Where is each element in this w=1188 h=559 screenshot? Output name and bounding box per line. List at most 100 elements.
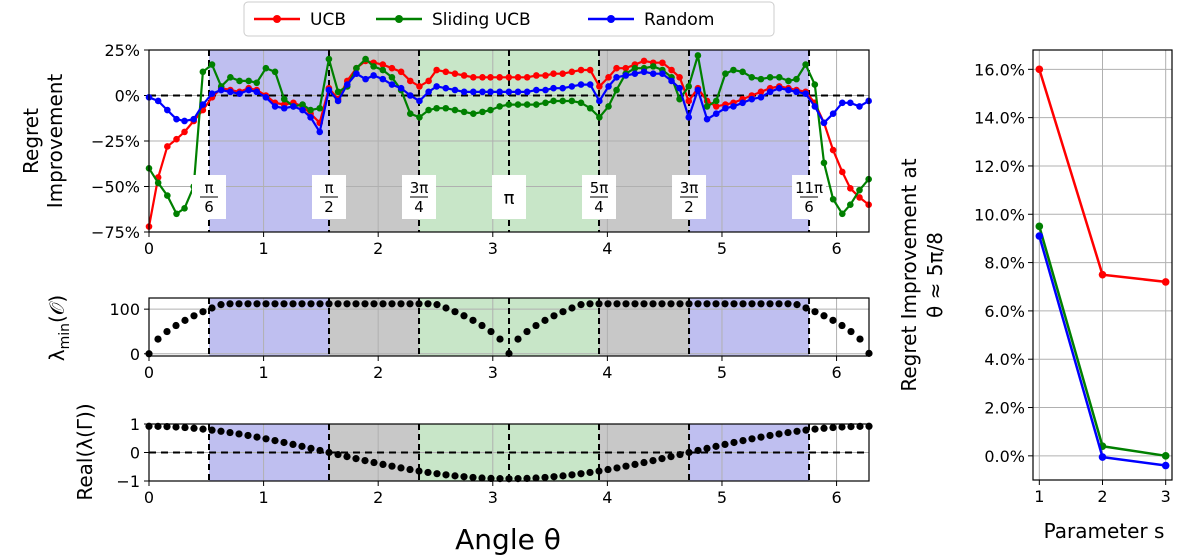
data-point	[721, 440, 729, 449]
data-point	[163, 423, 171, 431]
legend-marker-sliding-ucb	[395, 15, 403, 23]
data-point	[280, 104, 288, 112]
data-point	[784, 300, 792, 308]
data-point	[370, 300, 378, 308]
data-point	[703, 444, 711, 453]
data-point	[253, 79, 261, 87]
data-point	[784, 428, 792, 437]
data-point	[532, 321, 540, 330]
data-point	[631, 64, 639, 72]
data-point	[523, 88, 531, 96]
data-point	[227, 74, 234, 81]
data-point	[298, 300, 306, 308]
data-point	[470, 110, 477, 117]
data-point	[721, 300, 729, 308]
legend-item-ucb: UCB	[254, 10, 346, 30]
data-point	[433, 104, 440, 112]
data-point	[856, 186, 863, 194]
data-point	[487, 74, 494, 81]
data-point	[596, 97, 603, 105]
y-axis-label: RegretImprovement	[19, 74, 67, 209]
data-point	[442, 471, 450, 479]
data-point	[667, 300, 675, 308]
data-point	[316, 300, 324, 308]
data-point	[505, 74, 513, 81]
data-point	[577, 470, 585, 478]
data-point	[1161, 452, 1170, 460]
x-tick-label: 1	[259, 488, 269, 507]
data-point	[460, 88, 468, 96]
data-point	[586, 104, 594, 112]
data-point	[640, 300, 648, 308]
y-tick-label: 100	[109, 300, 140, 319]
data-point	[685, 97, 693, 105]
data-point	[271, 68, 279, 76]
angle-label-denominator: 6	[204, 198, 214, 216]
y-axis-label-line: Improvement	[43, 74, 67, 209]
data-point	[164, 143, 171, 150]
x-tick-label: 3	[488, 363, 498, 382]
x-tick-label: 3	[488, 239, 498, 258]
data-point	[479, 74, 486, 81]
data-point	[640, 68, 648, 76]
y-tick-label: −25%	[91, 132, 140, 151]
axes-frame	[1032, 49, 1173, 481]
region-band	[689, 298, 810, 356]
data-point	[802, 426, 810, 434]
data-point	[289, 300, 297, 308]
data-point	[325, 300, 333, 308]
data-point	[325, 448, 333, 457]
legend-marker-random	[607, 15, 615, 23]
data-point	[173, 210, 180, 218]
data-point	[236, 90, 243, 97]
data-point	[154, 179, 162, 187]
data-point	[172, 321, 180, 330]
y-tick-label: 2.0%	[984, 399, 1025, 418]
data-point	[424, 300, 432, 308]
angle-label-numerator: π	[204, 179, 213, 197]
data-point	[433, 470, 441, 478]
data-point	[514, 335, 522, 343]
data-point	[838, 321, 846, 330]
data-point	[586, 81, 594, 88]
x-tick-label: 2	[373, 363, 383, 382]
data-point	[820, 159, 828, 167]
data-point	[262, 300, 270, 308]
x-tick-label: 3	[488, 488, 498, 507]
x-tick-label: 1	[259, 239, 269, 258]
data-point	[550, 84, 557, 92]
data-point	[739, 68, 746, 76]
x-axis-label: Parameter s	[1044, 519, 1165, 543]
angle-label-numerator: π	[324, 179, 333, 197]
data-point	[353, 64, 360, 72]
data-point	[847, 201, 854, 208]
data-point	[1098, 270, 1107, 279]
y-axis-label-line: θ ≈ 5π/8	[923, 232, 947, 318]
data-point	[199, 68, 207, 76]
data-point	[649, 300, 657, 308]
data-point	[451, 86, 459, 94]
data-point	[370, 458, 378, 467]
data-point	[181, 205, 188, 212]
y-tick-label: 0%	[115, 87, 140, 106]
data-point	[712, 103, 720, 110]
data-point	[181, 316, 189, 324]
data-point	[514, 74, 522, 81]
data-point	[739, 99, 746, 107]
data-point	[496, 88, 503, 96]
data-point	[397, 84, 405, 92]
data-point	[245, 77, 252, 85]
data-point	[802, 90, 809, 97]
data-point	[307, 106, 314, 114]
y-axis-label: Regret Improvement at θ ≈ 5π/8	[897, 158, 947, 391]
data-point	[181, 117, 188, 125]
data-point	[353, 70, 360, 77]
data-point	[793, 75, 800, 83]
data-point	[406, 77, 414, 85]
data-point	[262, 64, 270, 72]
data-point	[316, 128, 324, 136]
data-point	[424, 468, 432, 477]
data-point	[361, 457, 369, 465]
angle-label-denominator: 2	[684, 198, 694, 216]
